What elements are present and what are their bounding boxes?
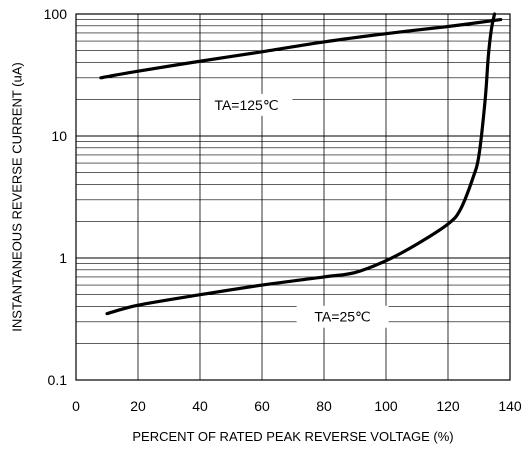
grid-layer bbox=[75, 14, 511, 381]
x-tick-label: 40 bbox=[192, 398, 208, 414]
series-line-0 bbox=[99, 17, 503, 80]
plot-frame bbox=[75, 13, 511, 381]
x-tick-label: 140 bbox=[498, 398, 522, 414]
series-line-1 bbox=[105, 12, 497, 316]
series-label-1: TA=25℃ bbox=[296, 305, 389, 328]
x-tick-label: 80 bbox=[316, 398, 332, 414]
tick-layer: 0 20 40 60 80 100 120 140 0.1 1 10 100 bbox=[44, 6, 522, 414]
y-axis-title: INSTANTANEOUS REVERSE CURRENT (uA) bbox=[9, 62, 24, 331]
y-tick-label: 1 bbox=[59, 250, 67, 266]
x-tick-label: 120 bbox=[436, 398, 460, 414]
series-label-background bbox=[200, 93, 293, 116]
x-tick-label: 100 bbox=[374, 398, 398, 414]
series-label-text: TA=25℃ bbox=[314, 309, 370, 325]
x-tick-label: 60 bbox=[254, 398, 270, 414]
series-label-0: TA=125℃ bbox=[200, 93, 293, 116]
x-tick-label: 20 bbox=[130, 398, 146, 414]
x-axis-title: PERCENT OF RATED PEAK REVERSE VOLTAGE (%… bbox=[132, 429, 453, 444]
series-label-background bbox=[296, 305, 389, 328]
annotation-layer: TA=125℃ TA=25℃ bbox=[200, 93, 389, 328]
y-tick-label: 0.1 bbox=[48, 372, 68, 388]
series-label-text: TA=125℃ bbox=[214, 97, 278, 113]
x-tick-label: 0 bbox=[72, 398, 80, 414]
y-tick-label: 100 bbox=[44, 6, 68, 22]
series-layer bbox=[99, 12, 503, 316]
y-tick-label: 10 bbox=[51, 128, 67, 144]
